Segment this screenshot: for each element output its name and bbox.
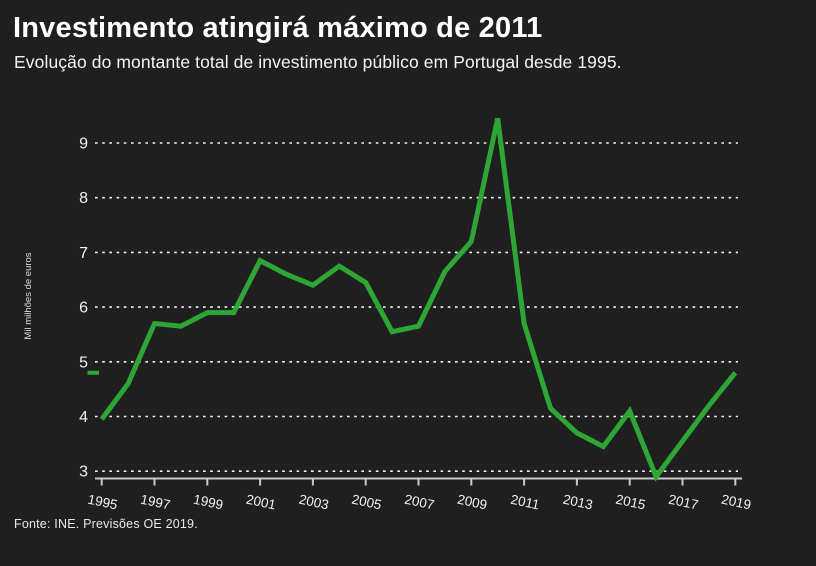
y-tick-label: 6 <box>79 300 88 317</box>
y-tick-label: 5 <box>79 354 88 371</box>
y-tick-label: 4 <box>79 409 88 426</box>
chart-header: Investimento atingirá máximo de 2011 Evo… <box>13 10 803 73</box>
y-tick-label: 7 <box>79 245 88 262</box>
x-tick-label: 1995 <box>86 492 119 513</box>
x-tick-label: 2019 <box>720 492 753 513</box>
x-tick-label: 2017 <box>667 492 700 513</box>
x-tick-label: 2011 <box>509 492 541 513</box>
x-tick-label: 1999 <box>192 492 225 513</box>
source-note: Fonte: INE. Previsões OE 2019. <box>14 517 198 531</box>
y-tick-label: 8 <box>79 190 88 207</box>
chart-subtitle: Evolução do montante total de investimen… <box>14 52 622 73</box>
x-tick-label: 2009 <box>456 492 489 513</box>
y-tick-label: 3 <box>79 464 88 481</box>
x-tick-label: 2005 <box>350 492 383 513</box>
y-axis-title: Mil milhões de euros <box>23 252 34 339</box>
x-tick-label: 1997 <box>139 492 172 513</box>
x-tick-label: 2001 <box>245 492 278 513</box>
forecast-level-marker <box>87 370 99 375</box>
x-tick-label: 2013 <box>562 492 595 513</box>
x-tick-label: 2003 <box>298 492 331 513</box>
x-tick-label: 2015 <box>614 492 647 513</box>
chart-title: Investimento atingirá máximo de 2011 <box>13 12 543 44</box>
y-tick-label: 9 <box>79 136 88 153</box>
investment-data-line <box>99 117 738 482</box>
x-tick-label: 2007 <box>403 492 436 513</box>
